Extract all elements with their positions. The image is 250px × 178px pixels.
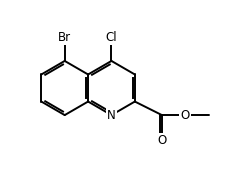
Text: Br: Br [58,31,71,44]
Text: Cl: Cl [106,31,117,44]
Text: O: O [181,109,190,122]
Text: O: O [157,134,166,147]
Text: N: N [107,109,116,122]
